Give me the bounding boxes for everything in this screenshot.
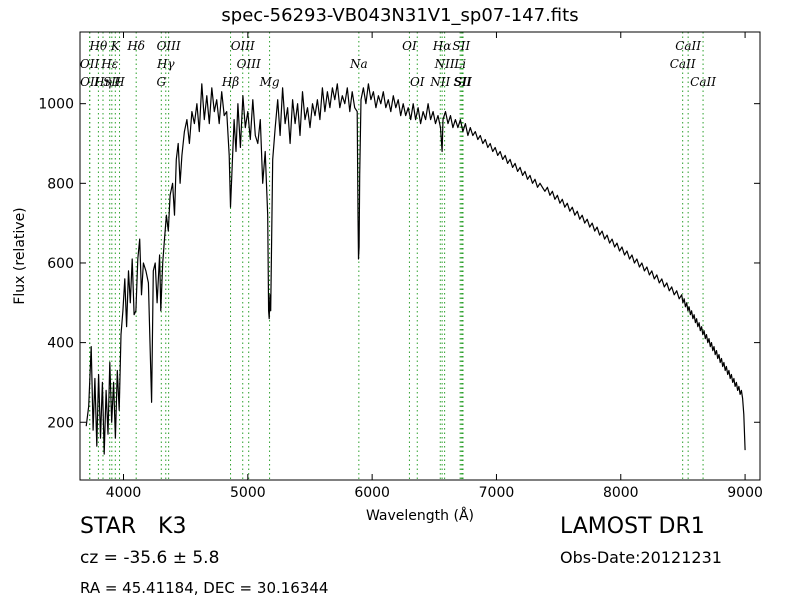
line-marker-label: Hδ <box>126 39 145 53</box>
x-tick-label: 8000 <box>603 485 639 501</box>
line-marker-label: G <box>157 75 167 89</box>
object-class-label: STAR K3 <box>80 514 186 539</box>
line-marker-label: SII <box>453 75 471 89</box>
y-tick-label: 800 <box>47 176 74 192</box>
x-tick-label: 7000 <box>479 485 515 501</box>
line-marker-label: Li <box>453 57 466 71</box>
y-tick-label: 1000 <box>38 97 74 113</box>
line-marker-label: NII <box>429 75 450 89</box>
x-tick-label: 4000 <box>106 485 142 501</box>
line-marker-label: OII <box>80 57 100 71</box>
line-marker-label: OI <box>410 75 425 89</box>
line-marker-label: OI <box>402 39 417 53</box>
line-marker-label: Hβ <box>221 75 239 89</box>
line-marker-label: OIII <box>231 39 255 53</box>
line-marker-label: CaII <box>670 57 696 71</box>
line-marker-label: SII <box>452 39 470 53</box>
line-marker-label: Mg <box>259 75 280 89</box>
line-marker-label: Hγ <box>156 57 175 71</box>
line-marker-label: SII <box>103 75 121 89</box>
line-marker-label: CaII <box>690 75 716 89</box>
line-marker-label: Hθ <box>89 39 108 53</box>
line-marker-label: Na <box>349 57 368 71</box>
spectrum-line <box>85 83 746 455</box>
line-marker-label: OII <box>80 75 100 89</box>
y-axis-label: Flux (relative) <box>12 207 28 304</box>
line-marker-label: K <box>110 39 121 53</box>
x-axis-label: Wavelength (Å) <box>366 507 474 524</box>
line-marker-label: Hα <box>432 39 452 53</box>
observation-date: Obs-Date:20121231 <box>560 548 722 567</box>
y-tick-label: 400 <box>47 336 74 352</box>
object-class: STAR <box>80 514 137 539</box>
line-marker-label: OIII <box>237 57 261 71</box>
x-tick-label: 5000 <box>230 485 266 501</box>
x-tick-label: 9000 <box>727 485 763 501</box>
plot-frame <box>79 31 761 481</box>
line-marker-label: NII <box>434 57 455 71</box>
y-tick-label: 200 <box>47 415 74 431</box>
line-marker-label: H <box>113 75 125 89</box>
x-tick-label: 6000 <box>354 485 390 501</box>
object-subclass: K3 <box>158 514 187 539</box>
line-marker-label: CaII <box>675 39 701 53</box>
y-tick-label: 600 <box>47 256 74 272</box>
coordinates-readout: RA = 45.41184, DEC = 30.16344 <box>80 579 329 597</box>
chart-title: spec-56293-VB043N31V1_sp07-147.fits <box>221 5 579 26</box>
line-marker-label: Hη <box>93 75 112 89</box>
survey-name: LAMOST DR1 <box>560 514 705 539</box>
redshift-readout: cz = -35.6 ± 5.8 <box>80 548 220 568</box>
line-marker-label: OIII <box>157 39 181 53</box>
line-marker-label: Hε <box>100 57 118 71</box>
line-marker-label: SII <box>454 75 472 89</box>
